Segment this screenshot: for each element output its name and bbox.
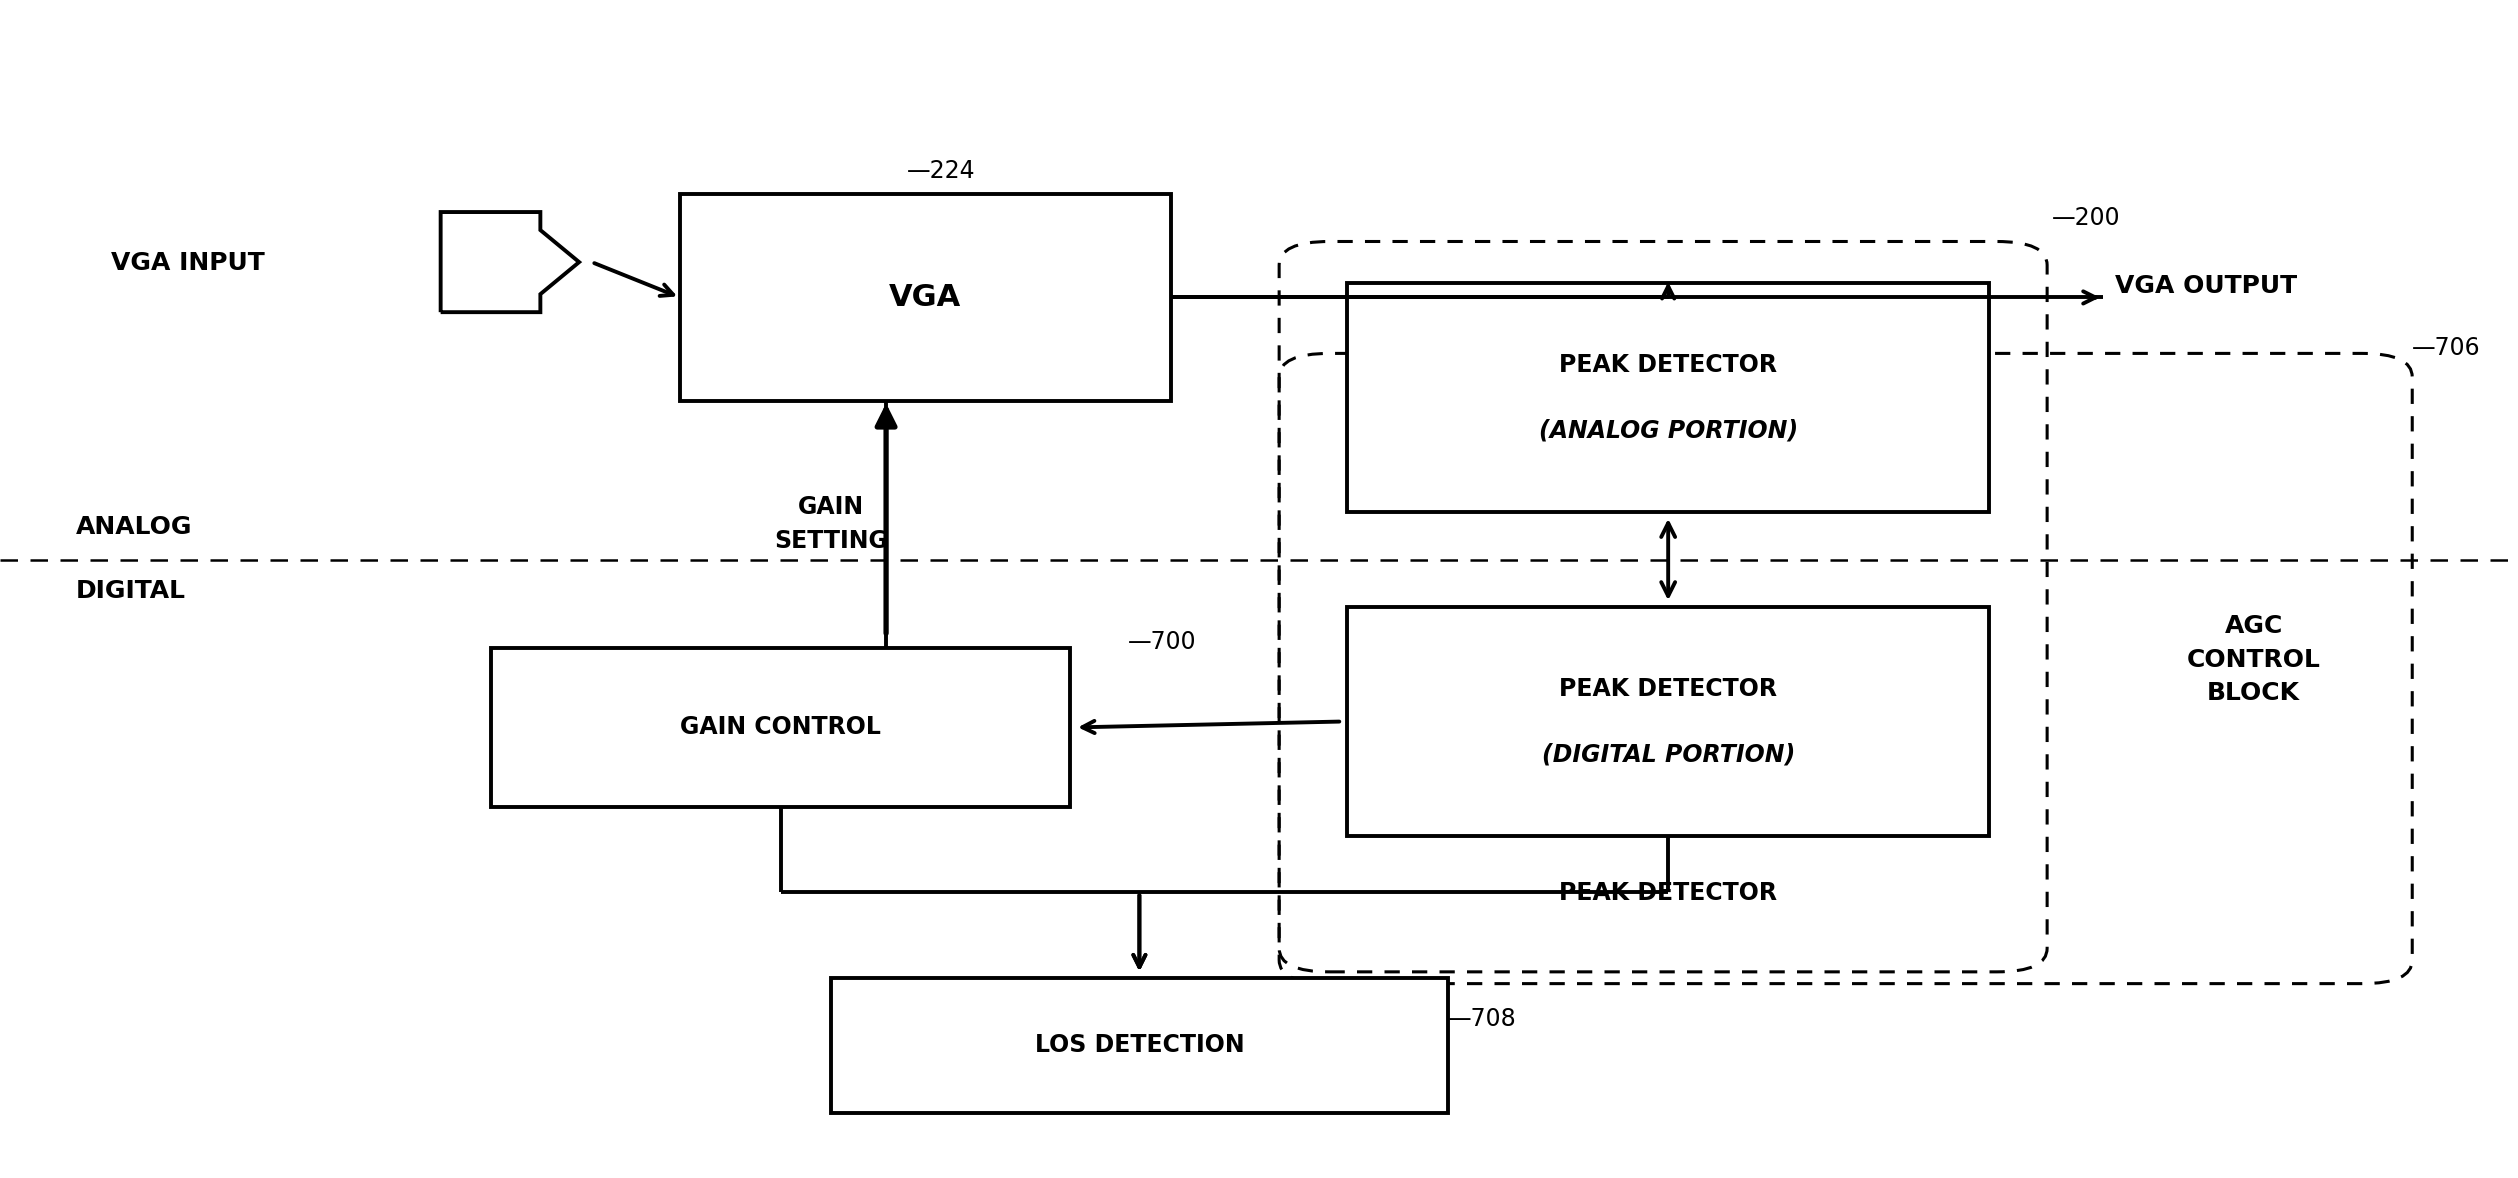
Text: VGA OUTPUT: VGA OUTPUT	[2115, 274, 2296, 298]
FancyBboxPatch shape	[831, 978, 1448, 1113]
Text: —700: —700	[1128, 630, 1196, 654]
Text: —200: —200	[2052, 206, 2120, 230]
Text: —224: —224	[906, 159, 974, 183]
Text: —708: —708	[1448, 1007, 1516, 1031]
Text: LOS DETECTION: LOS DETECTION	[1035, 1033, 1244, 1058]
FancyBboxPatch shape	[680, 194, 1171, 401]
Text: —706: —706	[2412, 336, 2480, 359]
Text: (DIGITAL PORTION): (DIGITAL PORTION)	[1541, 742, 1795, 767]
Text: PEAK DETECTOR: PEAK DETECTOR	[1559, 881, 1778, 905]
Text: ANALOG: ANALOG	[76, 515, 191, 538]
Text: VGA INPUT: VGA INPUT	[111, 251, 264, 274]
Text: (ANALOG PORTION): (ANALOG PORTION)	[1538, 418, 1798, 443]
Text: AGC
CONTROL
BLOCK: AGC CONTROL BLOCK	[2186, 614, 2322, 706]
FancyBboxPatch shape	[491, 648, 1070, 807]
Text: GAIN
SETTING: GAIN SETTING	[773, 496, 889, 552]
Text: VGA: VGA	[889, 283, 962, 312]
Text: GAIN CONTROL: GAIN CONTROL	[680, 715, 881, 740]
FancyBboxPatch shape	[1347, 283, 1989, 512]
Text: PEAK DETECTOR: PEAK DETECTOR	[1559, 352, 1778, 377]
Text: PEAK DETECTOR: PEAK DETECTOR	[1559, 676, 1778, 701]
Text: DIGITAL: DIGITAL	[76, 580, 186, 603]
FancyBboxPatch shape	[1347, 607, 1989, 836]
